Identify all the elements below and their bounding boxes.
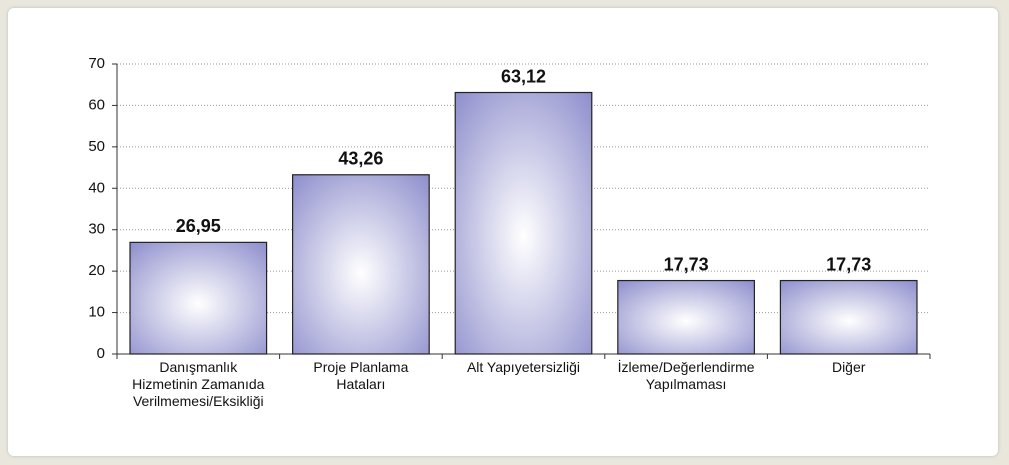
value-label: 17,73 <box>826 254 871 274</box>
x-tick-label: İzleme/Değerlendirme Yapılmaması <box>617 359 755 392</box>
y-tick-label: 70 <box>88 55 105 72</box>
y-tick-label: 30 <box>88 221 105 238</box>
y-tick-label: 0 <box>97 345 105 362</box>
bar <box>292 174 430 355</box>
bar <box>454 91 593 355</box>
x-tick-label: Diğer <box>831 359 866 375</box>
bar <box>617 279 755 355</box>
x-tick-label: Alt Yapıyetersizliği <box>466 359 581 375</box>
bar <box>129 241 268 355</box>
value-label: 17,73 <box>664 254 709 274</box>
y-tick-label: 20 <box>88 262 105 279</box>
y-tick-label: 60 <box>88 96 105 113</box>
y-tick-label: 10 <box>88 304 105 321</box>
value-label: 63,12 <box>501 66 546 86</box>
value-label: 26,95 <box>176 216 221 236</box>
y-tick-label: 50 <box>88 138 105 155</box>
x-tick-label: Proje Planlama Hataları <box>313 359 409 392</box>
bar <box>779 279 918 355</box>
value-label: 43,26 <box>338 149 383 169</box>
y-tick-label: 40 <box>88 179 105 196</box>
x-tick-label: Danışmanlık Hizmetinin Zamanıda Verilmem… <box>132 359 265 409</box>
